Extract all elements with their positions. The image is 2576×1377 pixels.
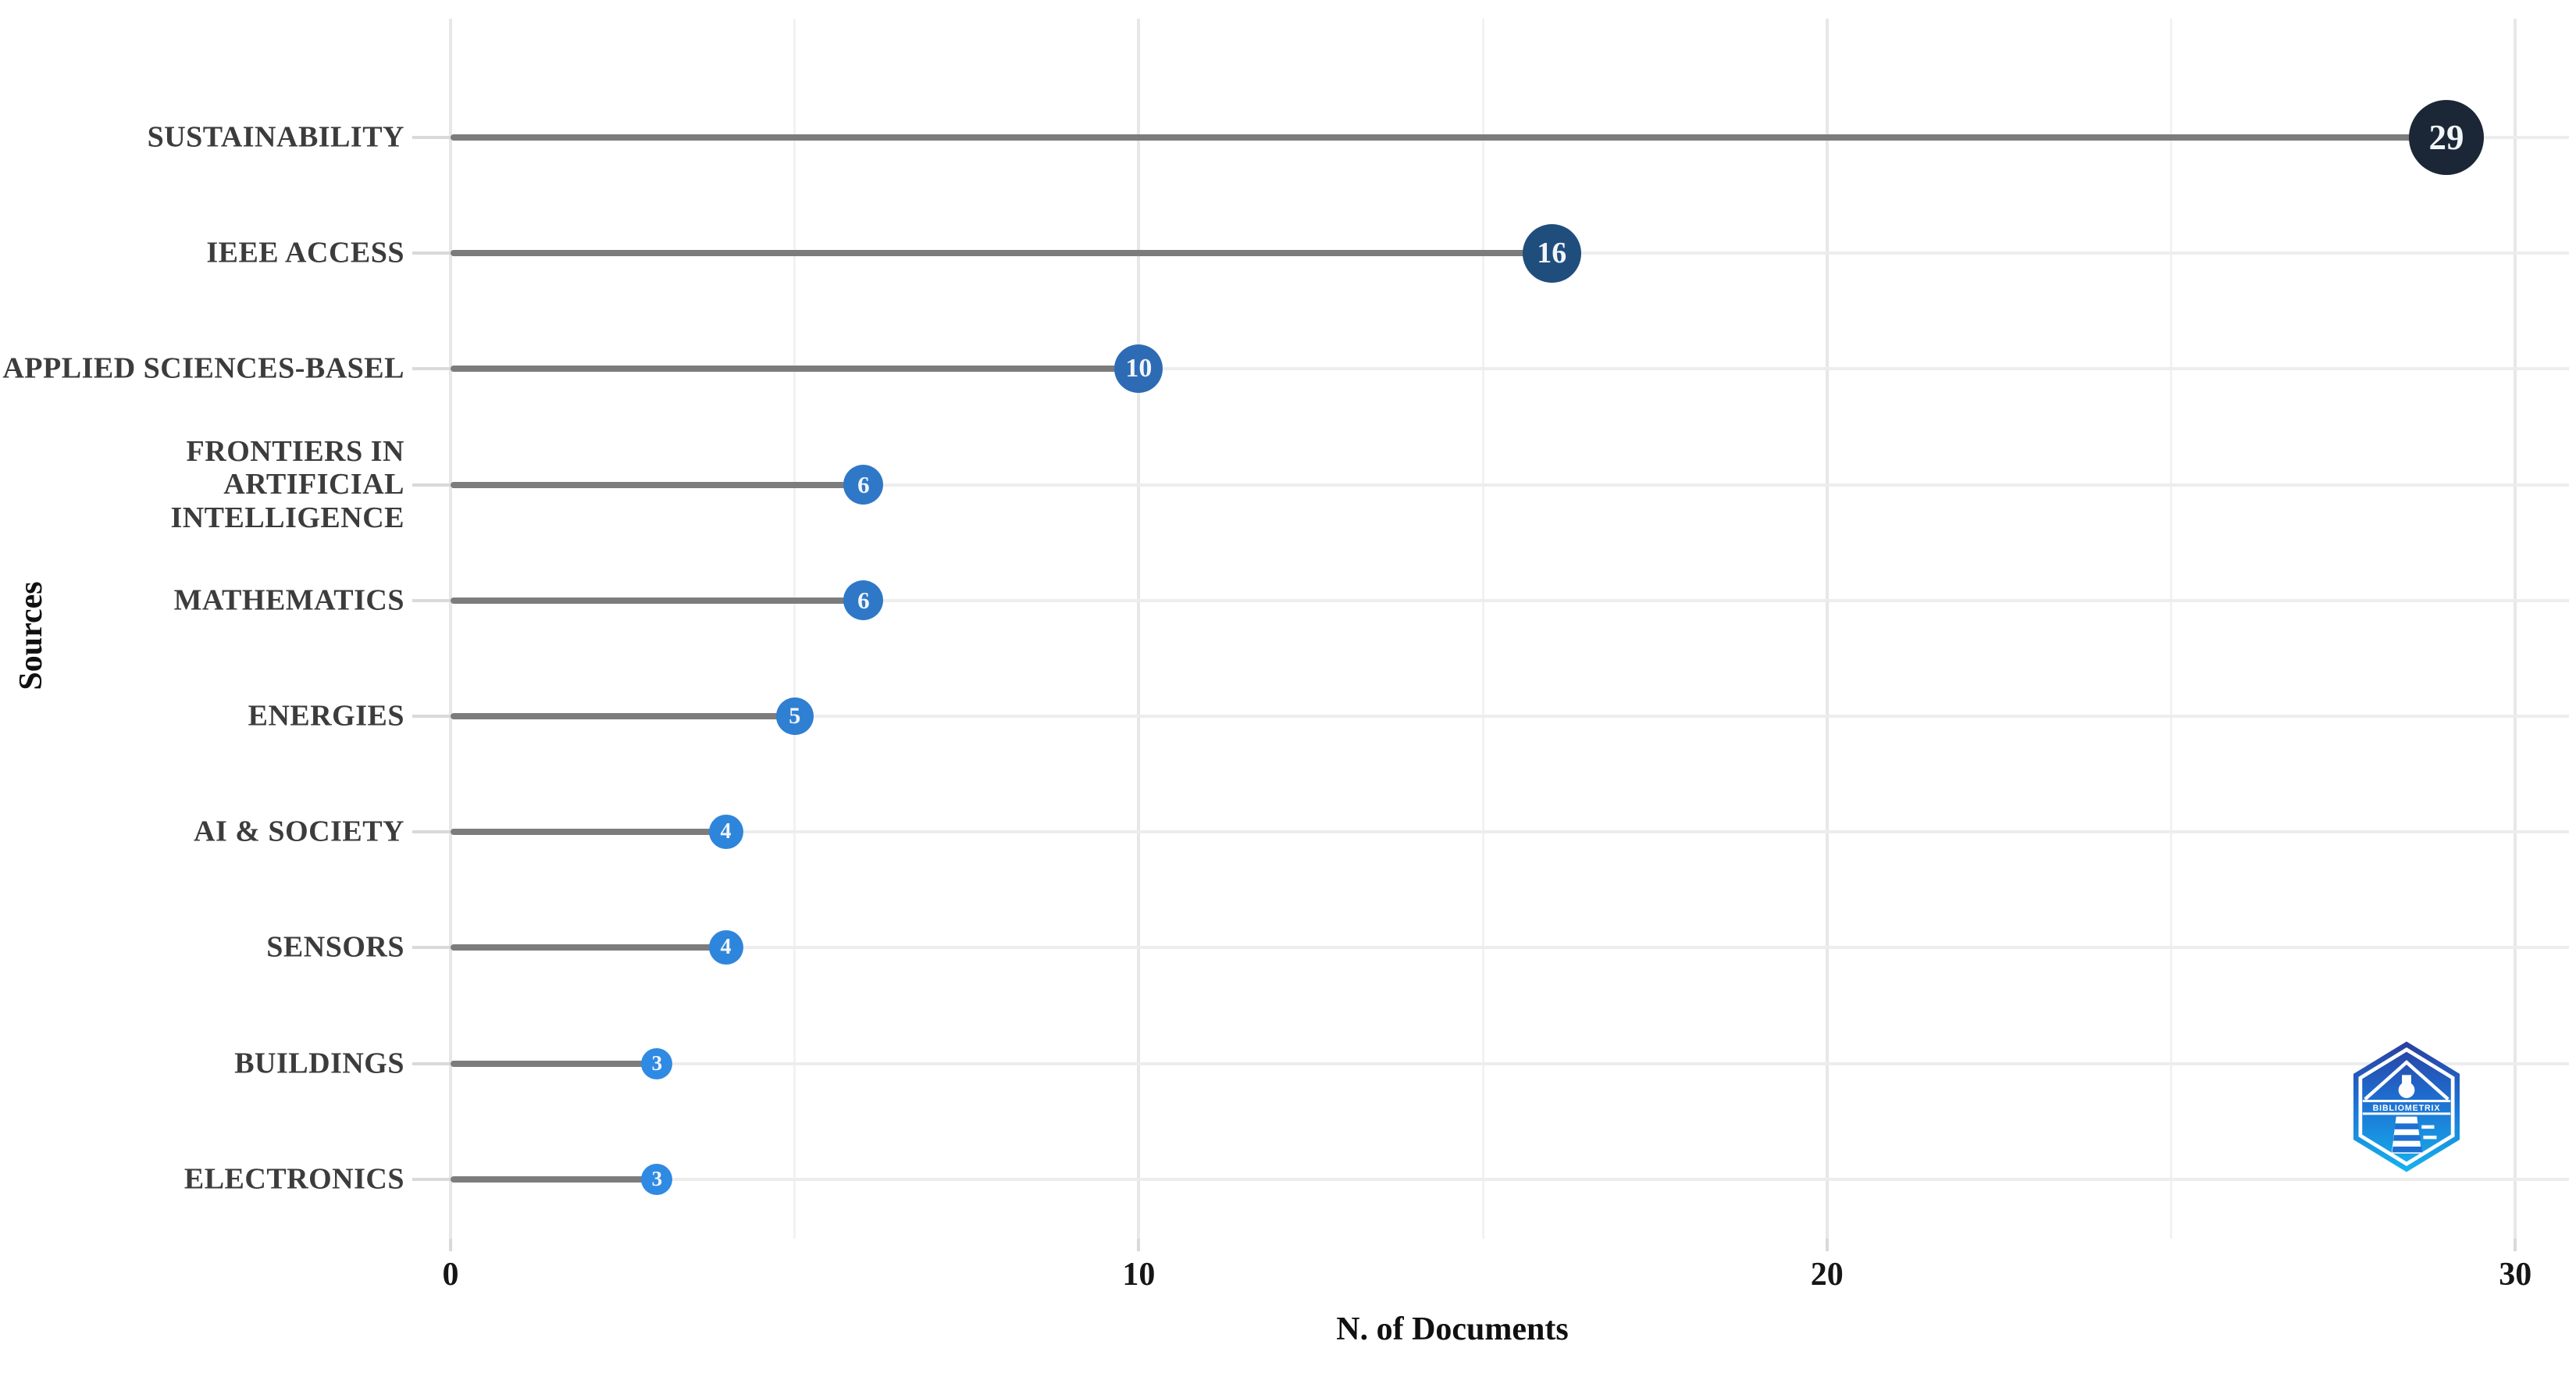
lollipop-stem [451,829,726,836]
bibliometrix-logo-icon: BIBLIOMETRIX [2353,1041,2460,1172]
lollipop-stem [451,1060,657,1067]
category-axis-tick [412,1177,451,1181]
x-tick-label: 0 [442,1257,459,1293]
x-gridline-major [2514,19,2517,1239]
category-axis-tick [412,830,451,834]
dot-value: 6 [857,470,870,498]
dot-value: 16 [1537,237,1567,270]
row-gridline [451,715,2569,718]
lollipop-dot: 10 [1114,344,1163,394]
dot-value: 3 [651,1167,663,1191]
category-axis-tick [412,1061,451,1065]
x-gridline-major [449,19,452,1239]
lollipop-dot: 4 [708,930,743,965]
dot-value: 29 [2428,118,2464,157]
x-tick-label: 30 [2499,1257,2532,1293]
dot-value: 4 [720,935,732,960]
category-axis-tick [412,715,451,718]
category-axis-tick [412,251,451,255]
y-axis-title: Sources [13,581,49,690]
category-axis-tick [412,946,451,950]
dot-value: 5 [789,702,801,729]
category-label: SUSTAINABILITY [147,120,404,154]
category-label: ELECTRONICS [183,1162,404,1196]
dot-value: 4 [720,819,732,844]
category-label: BUILDINGS [234,1047,404,1080]
dot-value: 10 [1125,354,1153,383]
dot-value: 6 [857,586,870,614]
category-axis-tick [412,367,451,371]
category-label: FRONTIERS IN ARTIFICIAL INTELLIGENCE [170,434,404,534]
row-gridline [451,830,2569,834]
row-gridline [451,598,2569,602]
lollipop-stem [451,134,2447,141]
x-gridline-major [1137,19,1141,1239]
category-label: APPLIED SCIENCES-BASEL [2,352,404,386]
row-gridline [451,946,2569,950]
lollipop-dot: 4 [708,815,743,850]
x-gridline-major [1825,19,1829,1239]
x-gridline-minor [2170,19,2172,1239]
row-gridline [451,483,2569,487]
category-axis-tick [412,136,451,139]
x-gridline-minor [793,19,796,1239]
category-label: ENERGIES [248,699,404,733]
row-gridline [451,367,2569,371]
lollipop-dot: 29 [2409,100,2485,175]
lollipop-stem [451,1175,657,1183]
category-label: IEEE ACCESS [206,236,404,269]
lollipop-stem [451,366,1139,373]
x-axis-tick [2514,1239,2517,1251]
lollipop-dot: 16 [1522,223,1581,283]
lollipop-stem [451,250,1552,257]
lollipop-dot: 5 [775,697,814,735]
row-gridline [451,1061,2569,1065]
logo-text: BIBLIOMETRIX [2373,1104,2441,1113]
category-axis-tick [412,483,451,487]
x-axis-tick [1825,1239,1829,1251]
lollipop-dot: 6 [843,580,884,621]
x-axis-tick [1137,1239,1141,1251]
x-tick-label: 10 [1122,1257,1156,1293]
x-tick-label: 20 [1810,1257,1844,1293]
x-axis-tick [449,1239,452,1251]
lollipop-dot: 3 [641,1163,673,1195]
x-gridline-minor [1481,19,1484,1239]
category-label: SENSORS [266,931,404,965]
lollipop-dot: 6 [843,465,884,505]
row-gridline [451,1177,2569,1181]
x-axis-title: N. of Documents [1336,1311,1569,1347]
category-label: AI & SOCIETY [194,815,404,848]
category-axis-tick [412,598,451,602]
dot-value: 3 [651,1051,663,1076]
lollipop-stem [451,713,795,719]
lollipop-stem [451,597,864,604]
lollipop-stem [451,481,864,488]
lollipop-stem [451,944,726,951]
category-label: MATHEMATICS [173,583,404,617]
lollipop-dot: 3 [641,1047,673,1079]
